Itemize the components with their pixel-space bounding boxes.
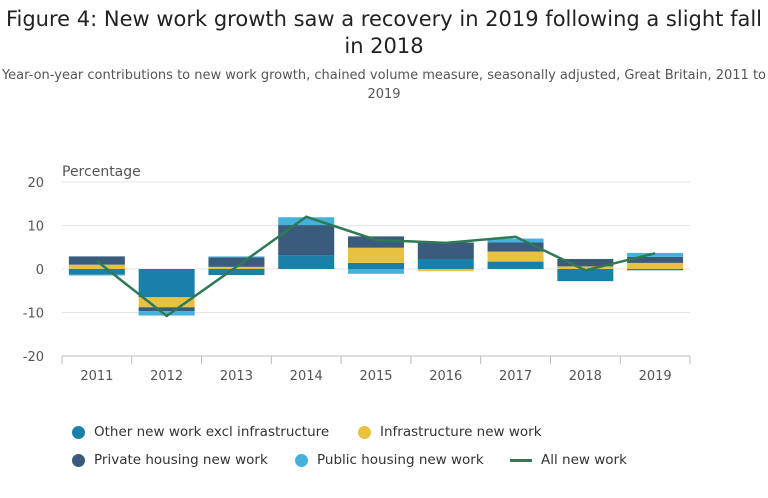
x-tick-label: 2014: [290, 369, 323, 384]
bar-other-new-work-excl-infrastructure-2018: [557, 269, 614, 282]
bar-private-housing-new-work-2017: [487, 242, 544, 252]
x-tick-label: 2013: [220, 369, 253, 384]
bar-private-housing-new-work-2015: [348, 236, 404, 248]
bar-public-housing-new-work-2014: [278, 217, 335, 226]
bar-other-new-work-excl-infrastructure-2012: [138, 269, 195, 298]
x-tick-label: 2017: [499, 369, 532, 384]
bar-infrastructure-new-work-2011: [68, 264, 125, 269]
bar-infrastructure-new-work-2018: [557, 266, 614, 269]
bar-other-new-work-excl-infrastructure-2016: [417, 258, 474, 269]
bar-private-housing-new-work-2019: [627, 256, 684, 263]
y-tick-label: -20: [23, 350, 44, 365]
bar-private-housing-new-work-2016: [417, 242, 474, 259]
legend-swatch: [358, 425, 371, 439]
bar-private-housing-new-work-2018: [557, 258, 614, 267]
chart-subtitle: Year-on-year contributions to new work g…: [1, 68, 767, 102]
bar-other-new-work-excl-infrastructure-2013: [208, 269, 265, 276]
bar-public-housing-new-work-2017: [487, 238, 544, 243]
legend-item-other: Other new work excl infrastructure: [72, 424, 329, 440]
legend-label: All new work: [541, 452, 627, 468]
bar-infrastructure-new-work-2012: [138, 297, 195, 308]
bar-infrastructure-new-work-2019: [627, 262, 684, 269]
bar-public-housing-new-work-2019: [627, 252, 684, 257]
bar-public-housing-new-work-2015: [348, 269, 404, 274]
bar-infrastructure-new-work-2015: [348, 247, 404, 263]
bar-public-housing-new-work-2013: [208, 256, 265, 258]
x-tick-label: 2019: [639, 369, 672, 384]
bar-other-new-work-excl-infrastructure-2011: [68, 269, 125, 275]
bar-other-new-work-excl-infrastructure-2019: [627, 269, 684, 271]
x-tick-label: 2012: [150, 369, 183, 384]
legend-swatch: [510, 458, 532, 462]
legend-label: Public housing new work: [317, 452, 484, 468]
legend-swatch: [295, 453, 308, 467]
chart: Percentage 20 10 0 -10 -20 2011 2012 2013 2014 20…: [23, 164, 691, 384]
y-tick-label: 0: [36, 263, 44, 278]
bar-private-housing-new-work-2011: [68, 256, 125, 265]
legend-item-infrastructure: Infrastructure new work: [358, 424, 542, 440]
bar-public-housing-new-work-2012: [138, 311, 195, 316]
x-tick-label: 2015: [359, 369, 392, 384]
bar-other-new-work-excl-infrastructure-2017: [487, 261, 544, 269]
x-tick-label: 2016: [429, 369, 462, 384]
x-tick-label: 2018: [569, 369, 602, 384]
bar-other-new-work-excl-infrastructure-2014: [278, 255, 335, 269]
bar-other-new-work-excl-infrastructure-2015: [348, 262, 404, 269]
legend-swatch: [72, 425, 85, 439]
bar-public-housing-new-work-2011: [68, 274, 125, 276]
y-tick-label: 20: [27, 176, 44, 191]
legend-label: Infrastructure new work: [380, 424, 542, 440]
y-tick-label: -10: [23, 307, 44, 322]
legend-label: Private housing new work: [94, 452, 268, 468]
legend-item-private-housing: Private housing new work: [72, 452, 268, 468]
y-tick-label: 10: [27, 220, 44, 235]
legend-label: Other new work excl infrastructure: [94, 424, 330, 440]
bar-infrastructure-new-work-2016: [417, 269, 474, 272]
bar-private-housing-new-work-2013: [208, 257, 265, 267]
legend-item-public-housing: Public housing new work: [295, 452, 484, 468]
bar-private-housing-new-work-2012: [138, 307, 195, 312]
y-axis-label: Percentage: [62, 164, 141, 180]
legend-swatch: [72, 453, 85, 467]
legend-item-all-new-work: All new work: [510, 452, 627, 468]
bar-infrastructure-new-work-2017: [487, 251, 544, 262]
x-tick-label: 2011: [80, 369, 113, 384]
chart-title: Figure 4: New work growth saw a recovery…: [5, 7, 763, 58]
